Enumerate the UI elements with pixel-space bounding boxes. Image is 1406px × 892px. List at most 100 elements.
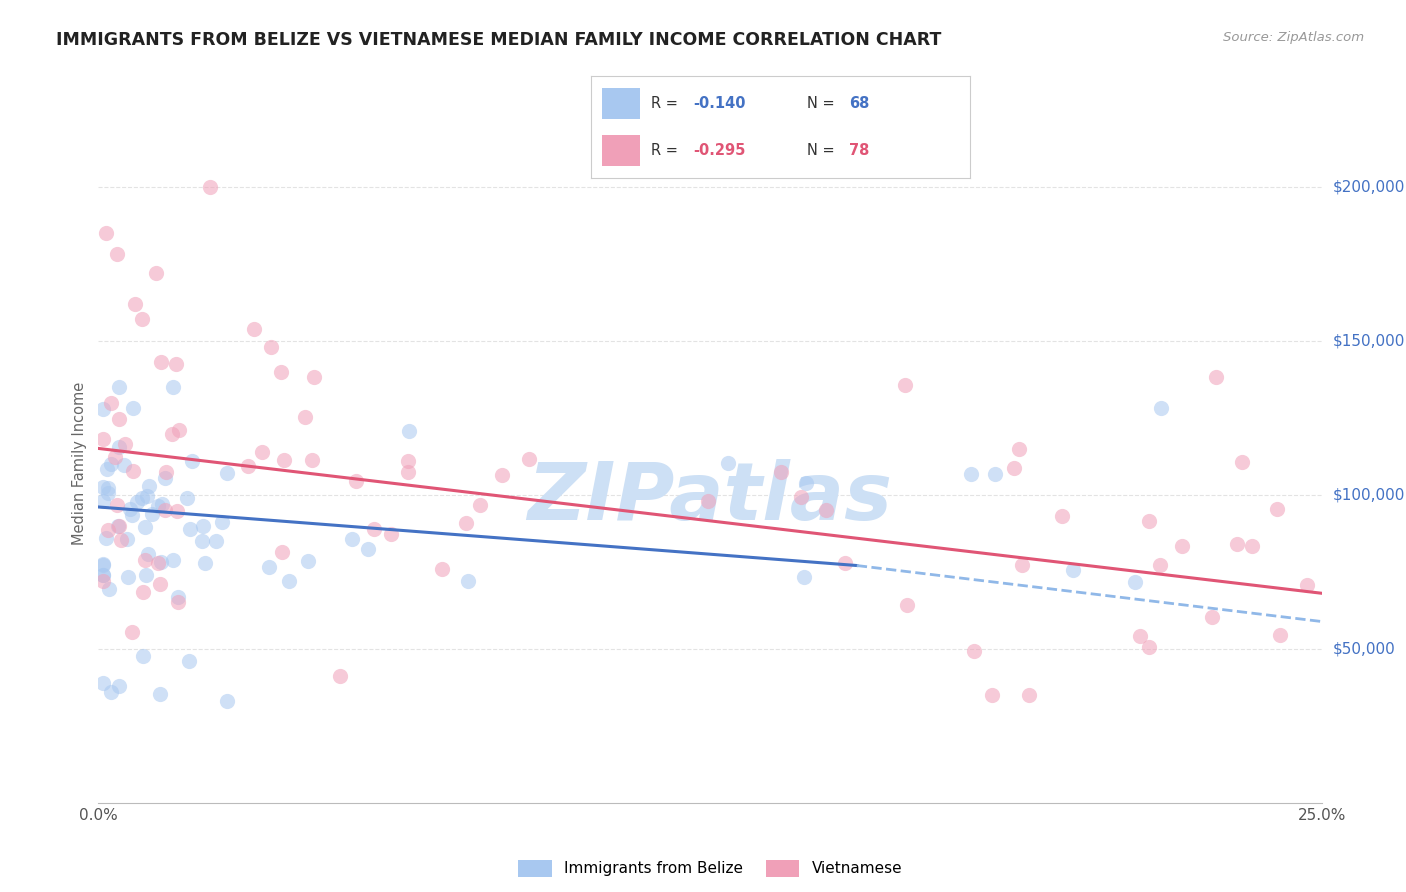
- Point: [97, 523, 120, 537]
- Point: [1270, 627, 1292, 641]
- Point: [215, 466, 238, 480]
- Bar: [602, 136, 640, 166]
- Point: [108, 518, 131, 533]
- Point: [1137, 514, 1160, 528]
- Point: [1149, 558, 1171, 573]
- Point: [277, 574, 299, 588]
- Point: [91, 675, 114, 690]
- Point: [491, 467, 513, 482]
- Point: [91, 567, 114, 582]
- Point: [1137, 640, 1160, 654]
- Point: [1150, 401, 1173, 416]
- Point: [105, 498, 128, 512]
- Text: $200,000: $200,000: [1333, 179, 1405, 194]
- Point: [162, 552, 184, 566]
- Point: [166, 503, 188, 517]
- Point: [963, 644, 986, 658]
- Point: [132, 585, 155, 599]
- Point: [91, 401, 114, 416]
- Point: [1240, 539, 1263, 553]
- Point: [112, 458, 135, 473]
- Point: [110, 533, 132, 548]
- Point: [1018, 688, 1040, 702]
- Point: [1123, 575, 1146, 590]
- Text: ZIPatlas: ZIPatlas: [527, 458, 893, 537]
- Point: [204, 534, 226, 549]
- Point: [981, 688, 1004, 702]
- Point: [132, 648, 155, 663]
- Point: [517, 452, 540, 467]
- Point: [259, 559, 281, 574]
- Text: -0.295: -0.295: [693, 144, 745, 158]
- Point: [794, 476, 817, 491]
- Point: [363, 522, 385, 536]
- Point: [340, 532, 363, 546]
- Point: [1171, 539, 1194, 553]
- Point: [457, 574, 479, 588]
- Point: [91, 574, 114, 589]
- Point: [179, 523, 201, 537]
- Point: [91, 568, 114, 582]
- Point: [124, 296, 146, 310]
- Point: [456, 516, 478, 530]
- Point: [146, 500, 169, 514]
- Point: [194, 556, 217, 570]
- Point: [398, 424, 420, 438]
- Point: [131, 312, 153, 326]
- Text: $100,000: $100,000: [1333, 487, 1405, 502]
- Point: [134, 520, 156, 534]
- Point: [181, 454, 204, 468]
- Point: [150, 555, 173, 569]
- Point: [153, 503, 176, 517]
- Point: [211, 515, 233, 529]
- Point: [215, 694, 238, 708]
- Point: [136, 547, 159, 561]
- Point: [250, 444, 273, 458]
- Text: R =: R =: [651, 144, 683, 158]
- Point: [396, 465, 419, 479]
- Point: [790, 490, 813, 504]
- Point: [96, 461, 118, 475]
- Point: [108, 380, 131, 394]
- Point: [166, 595, 188, 609]
- Bar: [602, 88, 640, 119]
- Point: [91, 493, 114, 508]
- Point: [270, 365, 292, 379]
- Point: [380, 527, 402, 541]
- Point: [1296, 578, 1319, 592]
- Point: [96, 486, 118, 500]
- Point: [94, 531, 117, 545]
- Point: [769, 465, 792, 479]
- Point: [191, 534, 214, 549]
- Point: [1002, 461, 1025, 475]
- Point: [260, 340, 283, 354]
- Point: [135, 490, 157, 504]
- Point: [150, 497, 173, 511]
- Point: [176, 491, 198, 506]
- Point: [396, 454, 419, 468]
- Point: [105, 247, 128, 261]
- Point: [1205, 369, 1227, 384]
- Point: [243, 321, 266, 335]
- Point: [121, 624, 143, 639]
- Text: N =: N =: [807, 96, 839, 111]
- Point: [793, 570, 815, 584]
- Point: [149, 577, 172, 591]
- Point: [134, 553, 156, 567]
- Point: [1230, 455, 1253, 469]
- Point: [1129, 629, 1152, 643]
- Text: $150,000: $150,000: [1333, 333, 1405, 348]
- Point: [91, 558, 114, 573]
- Point: [91, 557, 114, 571]
- Point: [468, 498, 491, 512]
- Point: [697, 494, 720, 508]
- Point: [198, 179, 221, 194]
- Point: [167, 590, 190, 604]
- Point: [100, 457, 122, 471]
- Point: [329, 668, 352, 682]
- Point: [1052, 508, 1074, 523]
- Point: [141, 508, 163, 522]
- Point: [97, 582, 120, 596]
- Point: [122, 401, 145, 416]
- Point: [1265, 502, 1288, 516]
